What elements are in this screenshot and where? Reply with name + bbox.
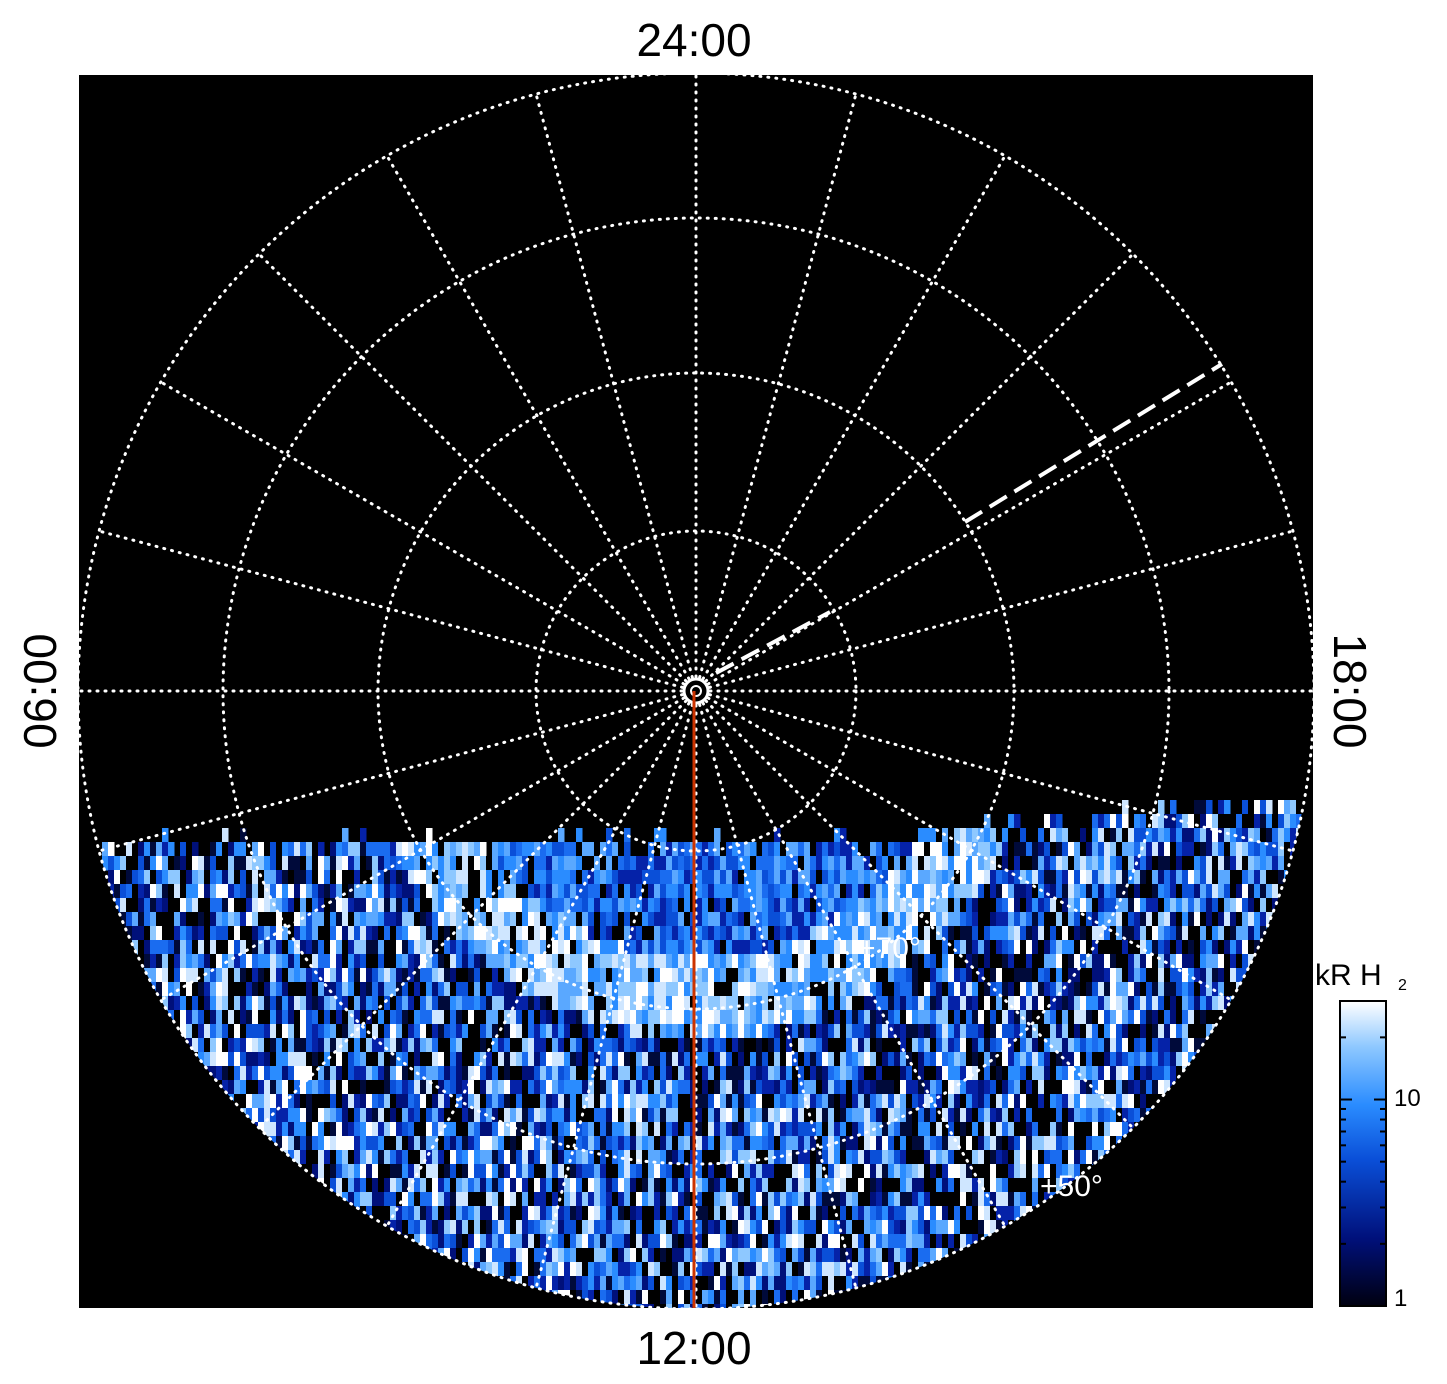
auroral-emission-image: [96, 800, 1309, 1308]
pole-marker: [682, 677, 710, 705]
colorbar: kR H 2 1 10: [1315, 959, 1421, 1312]
meridian-line: [704, 252, 1135, 683]
colorbar-tick-label-10: 10: [1394, 1085, 1421, 1112]
local-time-label-right: 18:00: [1324, 633, 1376, 748]
meridian-line: [159, 380, 686, 686]
meridian-line: [698, 92, 858, 679]
meridian-line: [706, 380, 1233, 686]
meridian-line: [701, 154, 1007, 681]
latitude-label-70: +70°: [858, 932, 921, 965]
local-time-label-bottom: 12:00: [636, 1322, 751, 1374]
meridian-line: [385, 701, 691, 1228]
colorbar-gradient: [1339, 1000, 1387, 1307]
colorbar-title-subscript: 2: [1398, 977, 1407, 994]
meridian-line: [385, 154, 691, 681]
latitude-circle: [221, 216, 1171, 1166]
dashed-reference-line: [715, 362, 1224, 675]
meridian-line: [708, 693, 1295, 853]
meridian-line: [257, 699, 688, 1130]
meridian-line: [534, 703, 694, 1290]
meridian-line: [97, 529, 684, 689]
local-time-label-top: 24:00: [636, 14, 751, 66]
colorbar-ticks: [1340, 1000, 1386, 1307]
meridian-line: [706, 696, 1233, 1002]
meridian-line: [698, 703, 858, 1290]
meridian-line: [97, 693, 684, 853]
latitude-label-50: +50°: [1040, 1170, 1103, 1203]
meridian-line: [257, 252, 688, 683]
meridian-line: [159, 696, 686, 1002]
local-time-label-left: 06:00: [14, 633, 66, 748]
meridian-line: [704, 699, 1135, 1130]
meridian-line: [708, 529, 1295, 689]
meridian-line: [534, 92, 694, 679]
colorbar-title: kR H: [1315, 959, 1382, 992]
meridian-line: [701, 701, 1007, 1228]
lat-lon-grid: [79, 75, 1313, 1308]
colorbar-tick-label-1: 1: [1394, 1285, 1407, 1312]
